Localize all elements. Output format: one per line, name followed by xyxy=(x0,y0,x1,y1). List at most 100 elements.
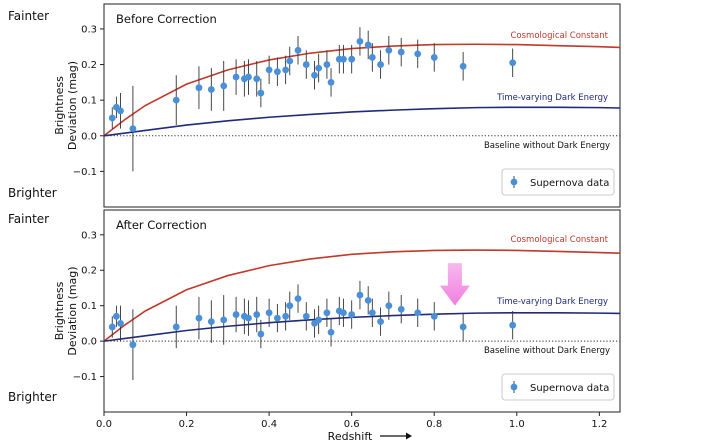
y-axis-label-line-2: Deviation (mag) xyxy=(66,61,79,150)
x-tick-label: 0.8 xyxy=(426,419,442,430)
data-point xyxy=(323,309,331,317)
data-point xyxy=(232,73,240,81)
data-point xyxy=(195,314,203,322)
data-point xyxy=(207,318,215,326)
data-point xyxy=(356,291,364,299)
data-point xyxy=(315,64,323,72)
data-point xyxy=(311,71,318,79)
legend-marker xyxy=(510,383,518,391)
x-tick-label: 1.0 xyxy=(509,419,525,430)
data-point xyxy=(327,328,335,336)
y-tick-label: −0.1 xyxy=(73,372,97,383)
fainter-label-bottom: Fainter xyxy=(8,212,50,226)
data-point xyxy=(257,89,265,97)
y-axis-label-line-1: Brightness xyxy=(53,281,66,340)
data-point xyxy=(414,309,422,317)
data-point xyxy=(294,295,302,302)
y-tick-label: 0.2 xyxy=(81,266,97,277)
data-point xyxy=(286,302,294,310)
data-point xyxy=(459,323,467,331)
data-point xyxy=(273,314,281,322)
data-point xyxy=(368,54,376,61)
legend-marker xyxy=(510,178,518,186)
data-point xyxy=(112,312,120,320)
data-point xyxy=(397,48,405,56)
dark-energy-curve xyxy=(103,106,621,137)
chart-panel-2: −0.1 0.0 0.1 0.2 0.3 0.0 0.2 0.4 0.6 0.8 1.0 1.2 Red… xyxy=(53,209,621,440)
data-point xyxy=(117,320,124,327)
data-point xyxy=(368,309,376,317)
data-point xyxy=(364,41,372,49)
data-point xyxy=(385,302,393,310)
data-point xyxy=(340,55,347,63)
data-point xyxy=(207,86,215,93)
data-point xyxy=(356,37,364,45)
plot-frame xyxy=(103,3,621,208)
panel-title: After Correction xyxy=(116,218,207,232)
data-point xyxy=(195,84,203,92)
data-point xyxy=(509,59,517,67)
legend-label: Supernova data xyxy=(530,383,609,394)
data-point xyxy=(286,57,294,65)
y-tick-label: 0.3 xyxy=(81,230,97,241)
baseline-label: Baseline without Dark Energy xyxy=(484,346,610,356)
dark-energy-label: Time-varying Dark Energy xyxy=(496,297,608,307)
data-point xyxy=(348,311,356,318)
data-point xyxy=(253,311,261,318)
brighter-label-top: Brighter xyxy=(8,186,57,200)
data-point xyxy=(172,96,180,104)
data-point xyxy=(172,323,180,331)
y-axis-label-line-1: Brightness xyxy=(53,76,66,135)
cosmological-constant-label: Cosmological Constant xyxy=(510,31,608,41)
data-point xyxy=(348,55,356,63)
data-point xyxy=(323,61,331,68)
data-point xyxy=(257,330,265,338)
data-point xyxy=(282,66,290,74)
data-point xyxy=(245,73,252,81)
y-tick-label: 0.2 xyxy=(81,60,97,71)
legend-box xyxy=(501,168,615,196)
data-point xyxy=(117,107,124,115)
x-tick-label: 0.6 xyxy=(344,419,360,430)
data-point xyxy=(397,305,405,313)
cosmological-constant-label: Cosmological Constant xyxy=(510,235,608,245)
brighter-label-bottom: Brighter xyxy=(8,390,57,404)
y-axis-label-line-2: Deviation (mag) xyxy=(66,266,79,355)
data-point xyxy=(273,68,281,76)
data-point xyxy=(232,311,240,318)
baseline-label: Baseline without Dark Energy xyxy=(484,141,610,151)
chart-panel-1: −0.1 0.0 0.1 0.2 0.3 Brightness Deviation (mag… xyxy=(53,3,621,208)
data-point xyxy=(294,46,302,54)
data-point xyxy=(377,318,384,326)
data-point xyxy=(253,75,261,83)
data-point xyxy=(129,125,137,133)
panel-title: Before Correction xyxy=(116,12,217,26)
data-point xyxy=(430,312,438,320)
x-tick-label: 0.2 xyxy=(179,419,195,430)
data-point xyxy=(385,46,393,54)
y-tick-label: 0.1 xyxy=(81,96,97,107)
data-point xyxy=(327,78,335,86)
dark-energy-label: Time-varying Dark Energy xyxy=(496,93,608,103)
correction-arrow-icon xyxy=(439,263,470,306)
data-point xyxy=(265,66,273,74)
cosmological-constant-curve xyxy=(103,249,621,342)
data-point xyxy=(220,316,228,324)
data-point xyxy=(245,314,252,322)
x-axis-arrow-head xyxy=(406,432,412,440)
data-point xyxy=(509,321,517,329)
data-point xyxy=(302,312,310,320)
y-tick-label: 0.0 xyxy=(81,337,97,348)
y-tick-label: 0.3 xyxy=(81,24,97,35)
data-point xyxy=(302,61,310,68)
data-point xyxy=(377,61,384,68)
data-point xyxy=(108,114,116,122)
data-point xyxy=(265,309,273,317)
data-point xyxy=(364,296,372,304)
data-point xyxy=(340,309,347,317)
data-point xyxy=(108,323,116,331)
y-tick-label: 0.0 xyxy=(81,131,97,142)
data-point xyxy=(414,50,422,58)
x-tick-label: 0.4 xyxy=(261,419,277,430)
